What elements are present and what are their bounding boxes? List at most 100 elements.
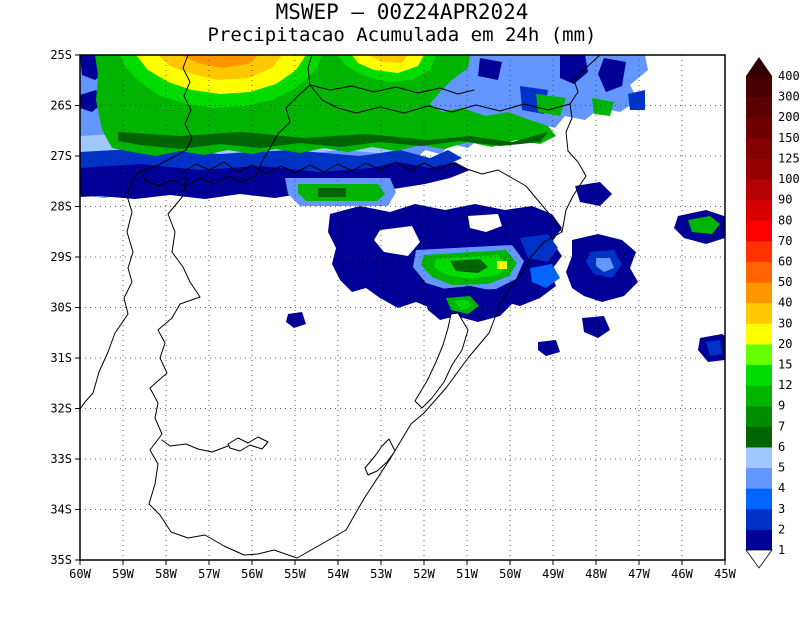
gridlines-layer <box>79 54 726 561</box>
colorbar-cell <box>746 467 772 489</box>
precip-region-rightedge-blue-31s <box>706 340 722 356</box>
x-axis-label: 56W <box>241 567 263 581</box>
colorbar-label: 60 <box>778 254 792 268</box>
x-axis-label: 52W <box>413 567 435 581</box>
y-axis-label: 31S <box>50 351 72 365</box>
y-axis-label: 33S <box>50 452 72 466</box>
colorbar-cell <box>746 405 772 427</box>
precip-region-east-blob-light <box>596 258 614 272</box>
colorbar-label: 5 <box>778 461 785 475</box>
x-axis-label: 54W <box>327 567 349 581</box>
x-axis-label: 55W <box>284 567 306 581</box>
colorbar-label: 20 <box>778 337 792 351</box>
y-axis-label: 35S <box>50 553 72 567</box>
colorbar-label: 3 <box>778 502 785 516</box>
colorbar-label: 150 <box>778 131 800 145</box>
colorbar-cell <box>746 343 772 366</box>
colorbar-cell <box>746 117 772 139</box>
lagoa-dos-patos <box>414 312 469 409</box>
colorbar-label: 6 <box>778 440 785 454</box>
precip-region-ne-green-a <box>536 94 566 116</box>
colorbar-cell <box>746 96 772 118</box>
x-axis-label: 48W <box>585 567 607 581</box>
colorbar-cell <box>746 220 772 242</box>
colorbar-label: 300 <box>778 90 800 104</box>
colorbar-label: 30 <box>778 316 792 330</box>
colorbar-label: 200 <box>778 110 800 124</box>
x-axis-label: 59W <box>112 567 134 581</box>
colorbar: 1234567912152030405060708090100125150200… <box>745 57 800 569</box>
precip-region-ne-blue-b <box>628 90 645 110</box>
precip-region-ne-navy-c <box>478 58 502 80</box>
y-axis-label: 26S <box>50 99 72 113</box>
colorbar-label: 4 <box>778 481 785 495</box>
colorbar-cell <box>746 385 772 407</box>
colorbar-cell <box>746 488 772 510</box>
precip-region-west-arc-orange <box>180 55 258 68</box>
colorbar-cell <box>746 446 772 469</box>
colorbar-label: 12 <box>778 378 792 392</box>
colorbar-cell <box>746 302 772 324</box>
precip-region-north-darkgreen-fringe <box>118 132 548 149</box>
colorbar-cell <box>746 426 772 448</box>
colorbar-label: 40 <box>778 296 792 310</box>
precip-region-dot-navy-b <box>538 340 560 356</box>
x-axis-label: 47W <box>628 567 650 581</box>
chart-title: MSWEP – 00Z24APR2024 <box>276 0 529 24</box>
y-axis-label: 29S <box>50 250 72 264</box>
iguazu-river-path <box>309 84 475 95</box>
precip-region-mid-hole-a <box>374 226 420 256</box>
colorbar-label: 400 <box>778 69 800 83</box>
colorbar-label: 9 <box>778 399 785 413</box>
x-axis-label: 51W <box>456 567 478 581</box>
precip-region-greenblob-yellow-dot <box>497 261 507 269</box>
y-axis-label: 28S <box>50 200 72 214</box>
precip-region-topcenter-gold <box>368 55 408 63</box>
colorbar-above-max-arrow <box>746 57 772 76</box>
colorbar-label: 100 <box>778 172 800 186</box>
colorbar-label: 2 <box>778 522 785 536</box>
colorbar-label: 7 <box>778 419 785 433</box>
precip-region-ne-green-b <box>592 98 614 116</box>
precip-region-mid-blue-b <box>530 264 560 288</box>
colorbar-cell <box>746 364 772 386</box>
x-axis-label: 58W <box>155 567 177 581</box>
precip-region-dot-navy-a <box>582 316 610 338</box>
precip-region-ne-navy-a <box>560 55 588 84</box>
precip-region-ne-navy-b <box>598 58 626 92</box>
colorbar-cell <box>746 76 772 98</box>
colorbar-label: 50 <box>778 275 792 289</box>
precip-region-greenblob-dark <box>450 259 488 273</box>
y-axis-label: 34S <box>50 503 72 517</box>
colorbar-below-min-arrow <box>745 549 773 569</box>
state-border-path <box>309 84 571 114</box>
precip-region-topcenter-yellow <box>352 55 424 73</box>
chart-subtitle: Precipitacao Acumulada em 24h (mm) <box>208 24 597 46</box>
map-outlines-layer <box>79 54 601 559</box>
precip-region-rightedge-green-28s <box>688 216 720 234</box>
colorbar-label: 80 <box>778 213 792 227</box>
precip-region-dot-navy-c <box>286 312 306 328</box>
lagoa-mirim <box>364 438 396 476</box>
precip-field-layer <box>80 55 725 362</box>
colorbar-cell <box>746 179 772 201</box>
paraguay-river-path <box>139 54 193 172</box>
x-axis-label: 53W <box>370 567 392 581</box>
colorbar-cell <box>746 323 772 345</box>
x-axis-label: 57W <box>198 567 220 581</box>
y-axis-label: 27S <box>50 149 72 163</box>
x-axis-label: 45W <box>714 567 736 581</box>
colorbar-label: 125 <box>778 151 800 165</box>
colorbar-cell <box>746 508 772 530</box>
precip-region-mid-navy-ne <box>575 182 612 206</box>
colorbar-cell <box>746 240 772 262</box>
colorbar-cell <box>746 158 772 180</box>
y-axis-label: 32S <box>50 402 72 416</box>
x-axis-label: 60W <box>69 567 91 581</box>
colorbar-label: 15 <box>778 358 792 372</box>
precip-region-band-south-patch-darkgreen <box>318 188 346 197</box>
colorbar-cell <box>746 261 772 283</box>
precip-region-mid-hole-b <box>468 214 502 232</box>
rio-negro-reservoir <box>227 436 269 452</box>
